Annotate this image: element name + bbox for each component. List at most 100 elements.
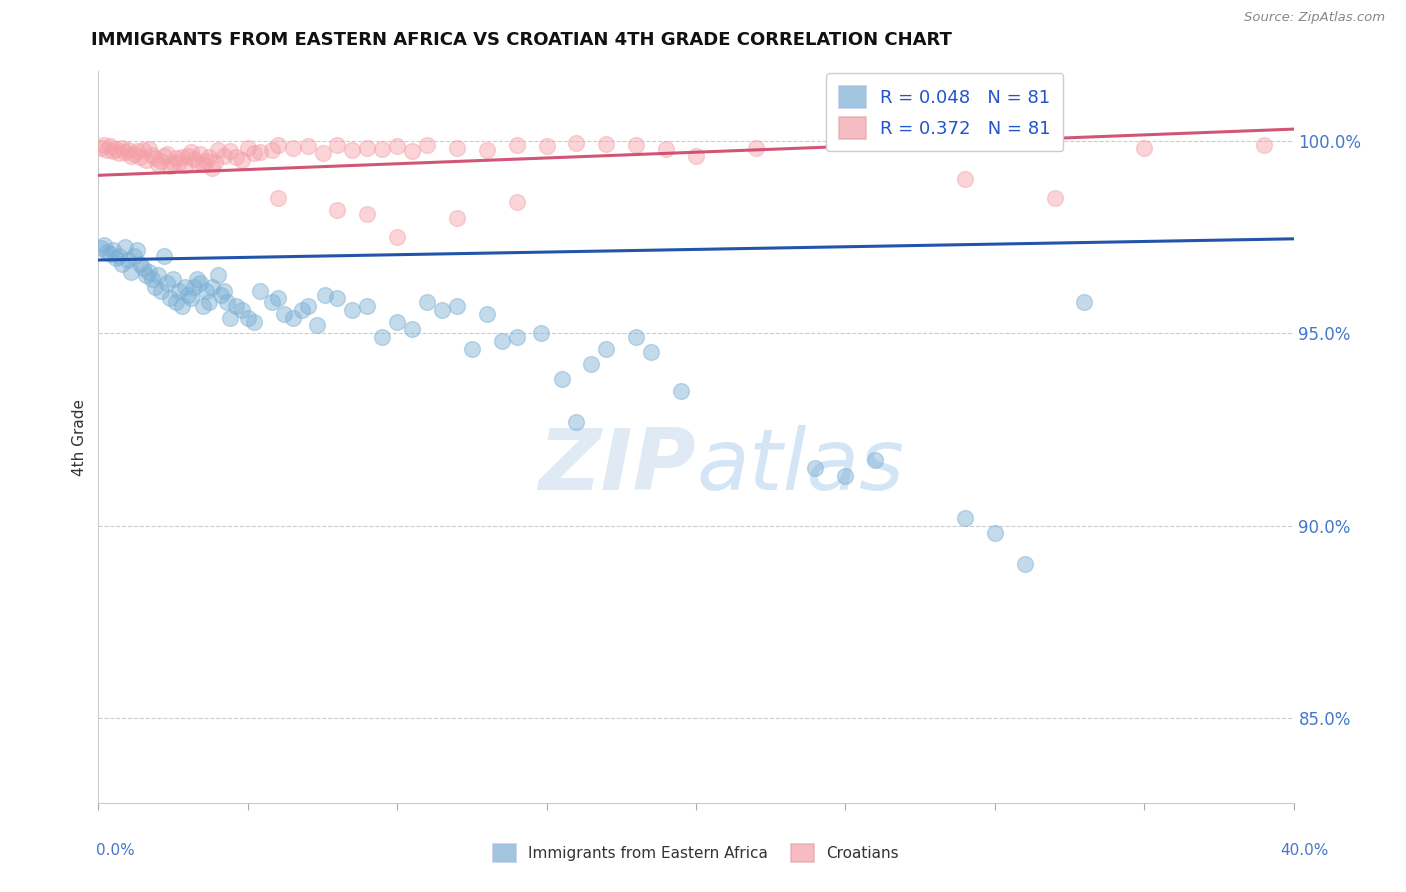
Point — [342, 303, 364, 318]
Point — [260, 295, 283, 310]
Point — [371, 142, 394, 156]
Point — [212, 149, 235, 163]
Point — [120, 149, 142, 163]
Point — [165, 295, 187, 310]
Point — [249, 145, 271, 160]
Point — [953, 511, 976, 525]
Point — [342, 143, 364, 157]
Point — [231, 303, 253, 318]
Point — [201, 280, 224, 294]
Point — [291, 303, 314, 318]
Point — [225, 299, 247, 313]
Point — [626, 138, 648, 153]
Point — [640, 345, 662, 359]
Point — [159, 159, 181, 173]
Point — [105, 251, 128, 265]
Text: 0.0%: 0.0% — [96, 843, 135, 858]
Point — [231, 153, 253, 167]
Point — [96, 245, 118, 260]
Point — [195, 284, 218, 298]
Point — [174, 157, 197, 171]
Point — [188, 147, 211, 161]
Point — [114, 239, 136, 253]
Point — [865, 453, 887, 467]
Point — [326, 292, 349, 306]
Point — [150, 284, 173, 298]
Point — [98, 247, 122, 261]
Point — [326, 202, 349, 217]
Point — [167, 154, 190, 169]
Point — [581, 357, 603, 371]
Point — [172, 299, 194, 313]
Point — [90, 242, 112, 256]
Point — [162, 272, 184, 286]
Point — [156, 147, 179, 161]
Point — [162, 156, 184, 170]
Point — [430, 303, 453, 318]
Point — [401, 145, 423, 159]
Point — [506, 330, 529, 344]
Point — [159, 292, 181, 306]
Point — [305, 318, 328, 333]
Point — [93, 237, 115, 252]
Legend: Immigrants from Eastern Africa, Croatians: Immigrants from Eastern Africa, Croatian… — [486, 838, 905, 868]
Point — [212, 284, 235, 298]
Point — [461, 342, 484, 356]
Point — [1014, 557, 1036, 571]
Point — [108, 249, 131, 263]
Point — [243, 145, 266, 160]
Point — [153, 149, 176, 163]
Point — [297, 139, 319, 153]
Point — [356, 207, 378, 221]
Point — [198, 150, 221, 164]
Point — [595, 136, 617, 151]
Point — [93, 137, 115, 152]
Point — [385, 230, 409, 244]
Point — [243, 315, 266, 329]
Point — [326, 138, 349, 153]
Point — [191, 299, 214, 313]
Point — [180, 145, 202, 160]
Point — [475, 143, 498, 157]
Text: IMMIGRANTS FROM EASTERN AFRICA VS CROATIAN 4TH GRADE CORRELATION CHART: IMMIGRANTS FROM EASTERN AFRICA VS CROATI… — [91, 31, 952, 49]
Point — [90, 141, 112, 155]
Point — [132, 143, 155, 157]
Point — [536, 139, 558, 153]
Point — [207, 268, 229, 283]
Point — [219, 310, 242, 325]
Point — [550, 372, 572, 386]
Point — [565, 415, 588, 429]
Point — [180, 292, 202, 306]
Point — [311, 145, 333, 160]
Point — [153, 249, 176, 263]
Point — [188, 276, 211, 290]
Point — [198, 295, 221, 310]
Point — [138, 264, 160, 278]
Point — [804, 461, 827, 475]
Point — [446, 211, 468, 225]
Point — [1253, 137, 1275, 152]
Point — [385, 315, 409, 329]
Text: ZIP: ZIP — [538, 425, 696, 508]
Point — [177, 149, 200, 163]
Point — [595, 342, 617, 356]
Point — [143, 280, 166, 294]
Point — [745, 141, 768, 155]
Point — [984, 526, 1007, 541]
Point — [148, 157, 170, 171]
Point — [953, 172, 976, 186]
Point — [669, 384, 692, 398]
Point — [135, 268, 157, 283]
Point — [186, 154, 208, 169]
Point — [183, 152, 205, 166]
Point — [371, 330, 394, 344]
Point — [446, 299, 468, 313]
Point — [273, 307, 295, 321]
Point — [156, 276, 179, 290]
Point — [129, 150, 152, 164]
Point — [249, 284, 271, 298]
Text: 40.0%: 40.0% — [1281, 843, 1329, 858]
Point — [148, 268, 170, 283]
Point — [177, 287, 200, 301]
Point — [215, 295, 238, 310]
